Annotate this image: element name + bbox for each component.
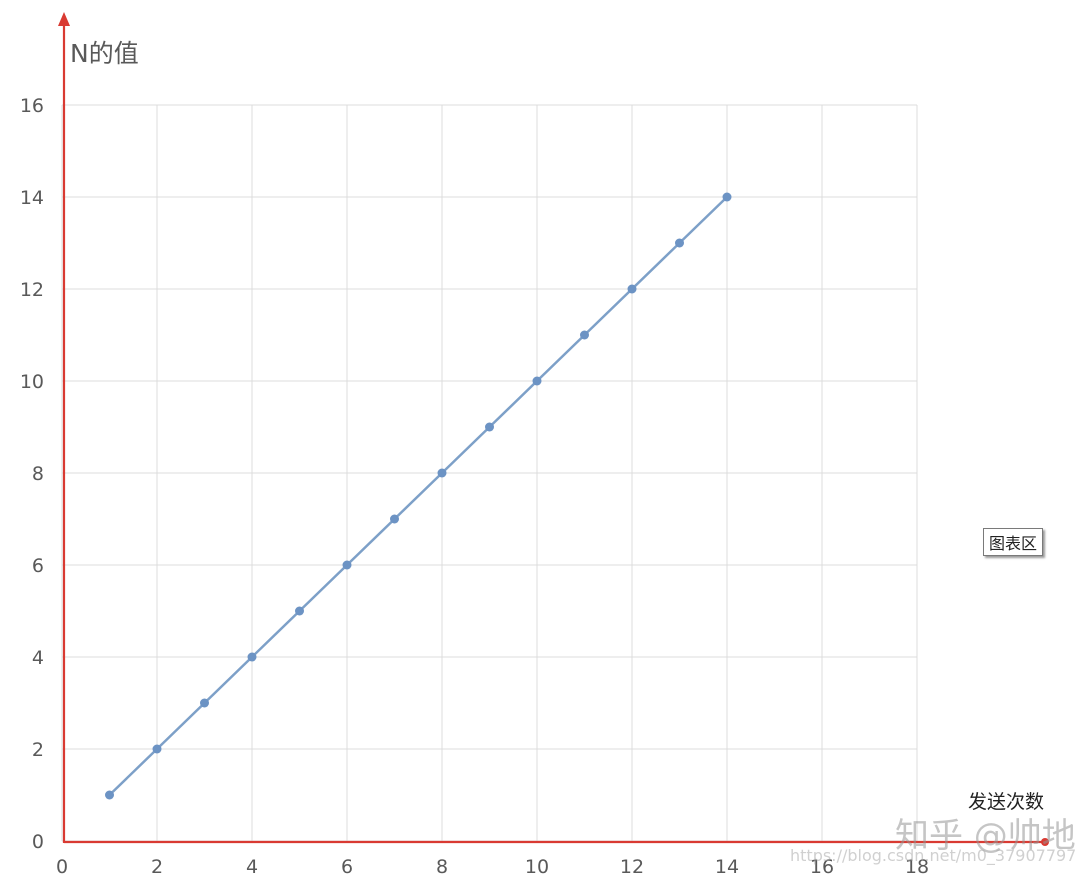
data-point	[105, 790, 114, 800]
x-tick-labels: 0 2 4 6 8 10 12 14 16 18	[56, 856, 929, 878]
csdn-watermark-url: https://blog.csdn.net/m0_37907797	[790, 846, 1077, 865]
x-tick-label: 16	[810, 856, 834, 878]
data-point	[295, 606, 304, 616]
data-point	[247, 652, 257, 662]
y-tick-label: 10	[20, 371, 44, 393]
x-axis-title: 发送次数	[968, 791, 1044, 813]
y-axis-arrow-icon	[58, 12, 70, 26]
y-tick-label: 14	[20, 187, 44, 209]
data-point	[722, 192, 732, 202]
zhihu-watermark: 知乎 @帅地	[895, 816, 1076, 856]
data-point	[532, 376, 542, 386]
y-tick-labels: 0 2 4 6 8 10 12 14 16	[20, 95, 44, 853]
y-tick-label: 16	[20, 95, 44, 117]
data-point	[152, 744, 162, 754]
data-point	[390, 514, 399, 524]
data-point	[580, 330, 589, 340]
chart-area-tooltip: 图表区	[983, 528, 1044, 556]
x-tick-label: 0	[56, 856, 68, 878]
x-tick-label: 18	[905, 856, 929, 878]
y-tick-label: 12	[20, 279, 44, 301]
series-line-0	[108, 196, 728, 796]
series-layer	[105, 192, 732, 800]
y-tick-label: 0	[32, 831, 44, 853]
data-point	[485, 422, 494, 432]
x-tick-label: 4	[246, 856, 258, 878]
x-tick-label: 10	[525, 856, 549, 878]
y-tick-label: 8	[32, 463, 44, 485]
data-point	[200, 698, 209, 708]
y-axis-title: N的值	[70, 39, 139, 68]
y-tick-label: 6	[32, 555, 44, 577]
x-axis-end-dot-icon	[1041, 838, 1049, 846]
data-point	[675, 238, 684, 248]
x-tick-label: 14	[715, 856, 739, 878]
x-tick-label: 6	[341, 856, 353, 878]
x-tick-label: 2	[151, 856, 163, 878]
data-point	[627, 284, 637, 294]
y-tick-label: 2	[32, 739, 44, 761]
data-point	[437, 468, 447, 478]
data-point	[342, 560, 352, 570]
x-tick-label: 12	[620, 856, 644, 878]
axes	[58, 12, 1049, 846]
gridlines	[61, 104, 918, 842]
x-tick-label: 8	[436, 856, 448, 878]
y-tick-label: 4	[32, 647, 44, 669]
